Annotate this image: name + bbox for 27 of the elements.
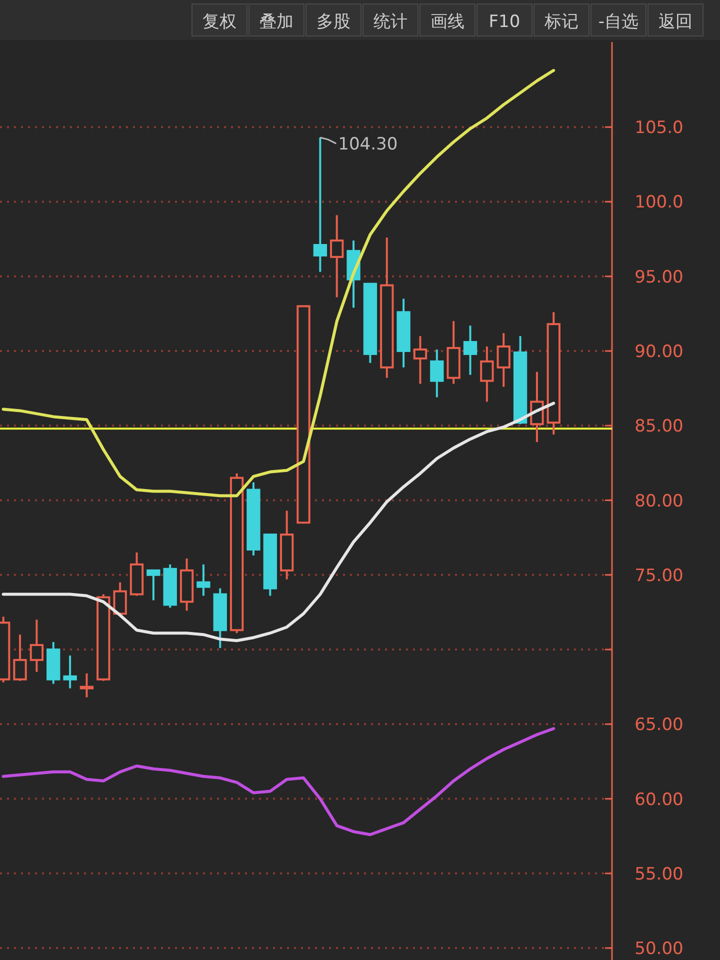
- candlestick: [313, 136, 328, 273]
- y-tick-label: 90.00: [634, 342, 684, 362]
- candlestick: [463, 324, 478, 376]
- y-tick-label: 95.00: [634, 267, 684, 288]
- candlestick: [396, 298, 410, 368]
- y-tick-label: 105.0: [634, 118, 684, 138]
- line-series: [2, 68, 556, 498]
- y-tick-label: 85.00: [634, 416, 684, 437]
- candlestick: [546, 311, 560, 436]
- annotation: 104.30: [338, 134, 398, 155]
- y-tick-label: 50.00: [634, 939, 684, 960]
- line-series: [2, 727, 556, 836]
- y-tick-label: 100.0: [634, 192, 684, 213]
- line-series: [2, 402, 556, 642]
- menu-bar: 复权 叠加 多股 统计 画线 F10 标记 -自选 返回: [0, 0, 720, 40]
- y-tick-label: 55.00: [634, 864, 684, 884]
- candlestick: [380, 236, 394, 379]
- candlestick: [430, 348, 444, 398]
- y-tick-label: 65.00: [634, 715, 684, 736]
- candlestick: [496, 332, 510, 388]
- candlestick: [413, 335, 428, 385]
- candlestick: [30, 618, 44, 673]
- candlestick: [480, 346, 494, 403]
- y-tick-label: 75.00: [634, 566, 684, 586]
- y-tick-label: 80.00: [634, 491, 684, 512]
- y-tick-label: 60.00: [634, 790, 684, 810]
- candlestick: [330, 214, 344, 298]
